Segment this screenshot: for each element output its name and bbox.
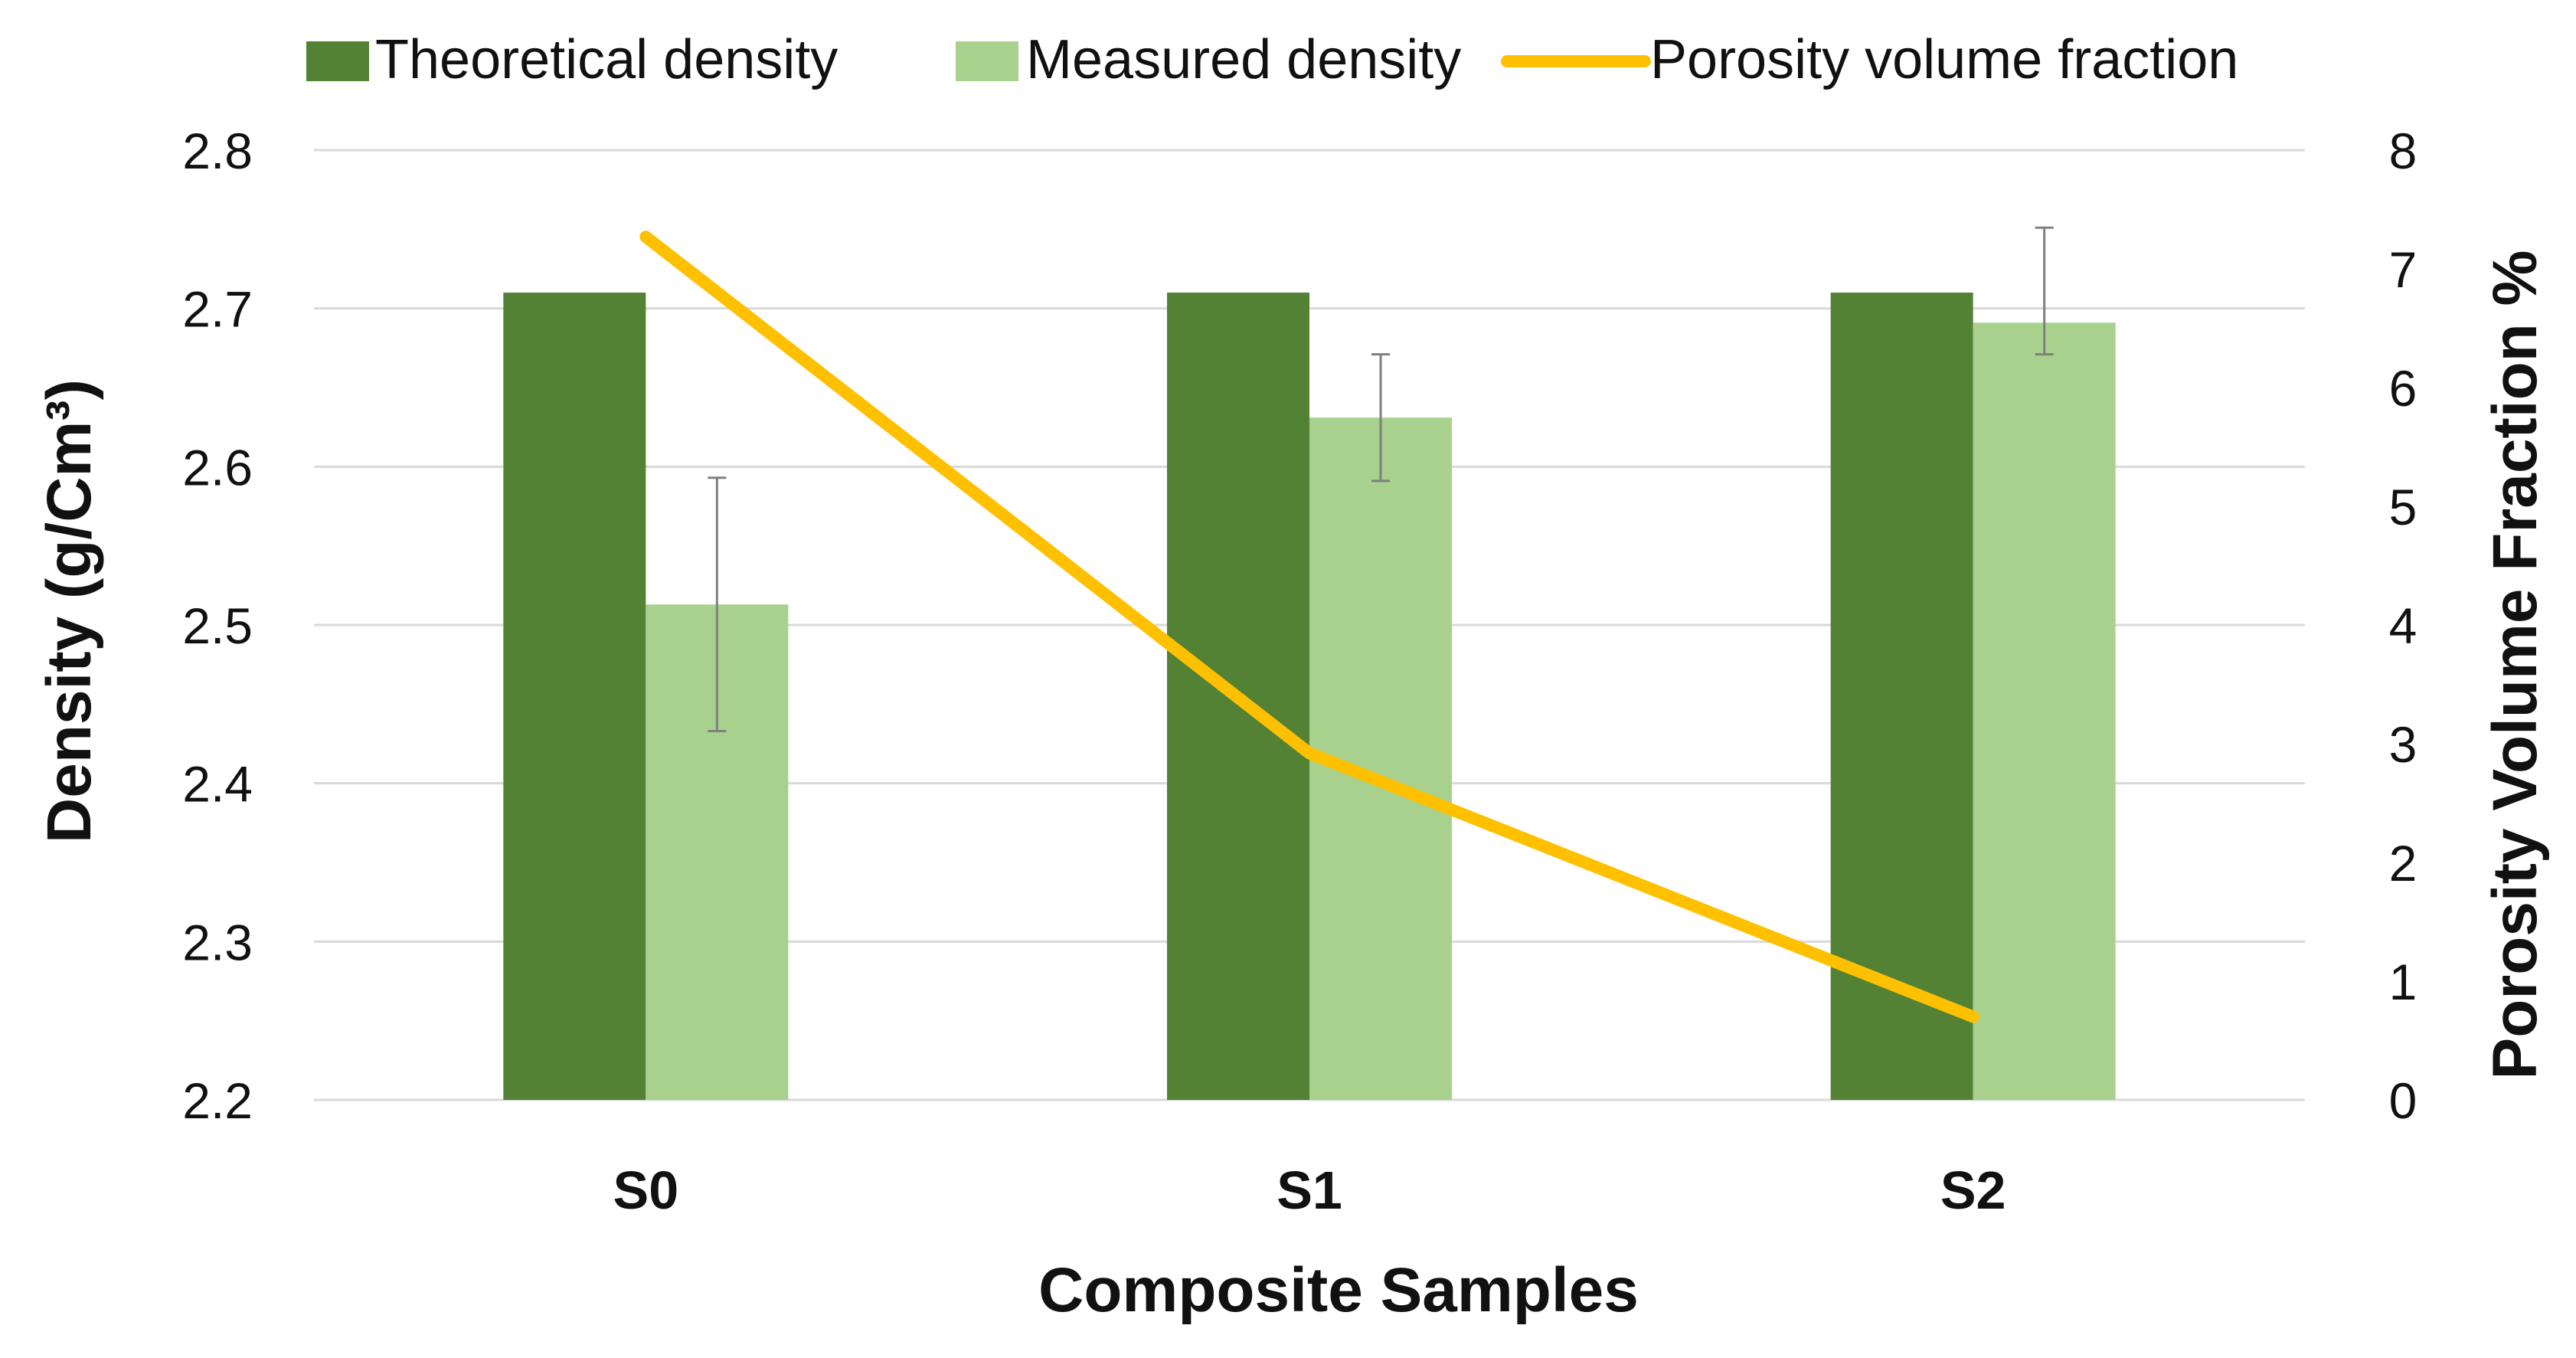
porosity-point [1971,1015,1975,1019]
y2-tick-label: 6 [2389,360,2417,417]
y2-tick-label: 0 [2389,1072,2417,1129]
legend-label-porosity: Porosity volume fraction [1650,29,2238,90]
porosity-point [644,235,648,239]
bar-measured-density [1973,322,2116,1100]
legend-label-measured: Measured density [1026,29,1461,90]
y2-tick-label: 1 [2389,954,2417,1010]
line-series [639,231,1979,1023]
y-axis-title: Density (g/Cm³) [34,379,104,843]
legend-swatch-theoretical [306,41,369,81]
y2-tick-label: 5 [2389,479,2417,535]
x-category-label: S2 [1940,1160,2006,1220]
y2-tick-label: 3 [2389,716,2417,773]
y-tick-label: 2.6 [182,439,253,496]
y2-tick-label: 2 [2389,835,2417,892]
legend-swatch-measured [956,41,1018,81]
legend-label-theoretical: Theoretical density [375,29,838,90]
error-bars [708,226,2054,732]
bar-theoretical-density [503,293,646,1100]
bar-theoretical-density [1830,293,1973,1100]
y-tick-label: 2.5 [182,597,253,654]
y-tick-label: 2.2 [182,1072,253,1129]
y-tick-label: 2.3 [182,914,253,970]
y-tick-label: 2.4 [182,756,253,813]
y2-tick-label: 7 [2389,241,2417,298]
y2-axis-title: Porosity Volume Fraction % [2480,250,2550,1080]
x-category-label: S0 [613,1160,679,1220]
legend: Theoretical density Measured density Por… [306,29,2238,90]
porosity-point [1308,751,1311,755]
y-tick-label: 2.8 [182,123,253,179]
y2-tick-label: 8 [2389,123,2417,179]
tick-labels: 2.2 2.3 2.4 2.5 2.6 2.7 2.8 0 1 2 3 4 5 6 7 8 S0 S1 S2 [182,123,2417,1220]
x-axis-title: Composite Samples [1038,1255,1639,1325]
y2-tick-label: 4 [2389,597,2417,654]
y-tick-label: 2.7 [182,281,253,338]
x-category-label: S1 [1277,1160,1342,1220]
